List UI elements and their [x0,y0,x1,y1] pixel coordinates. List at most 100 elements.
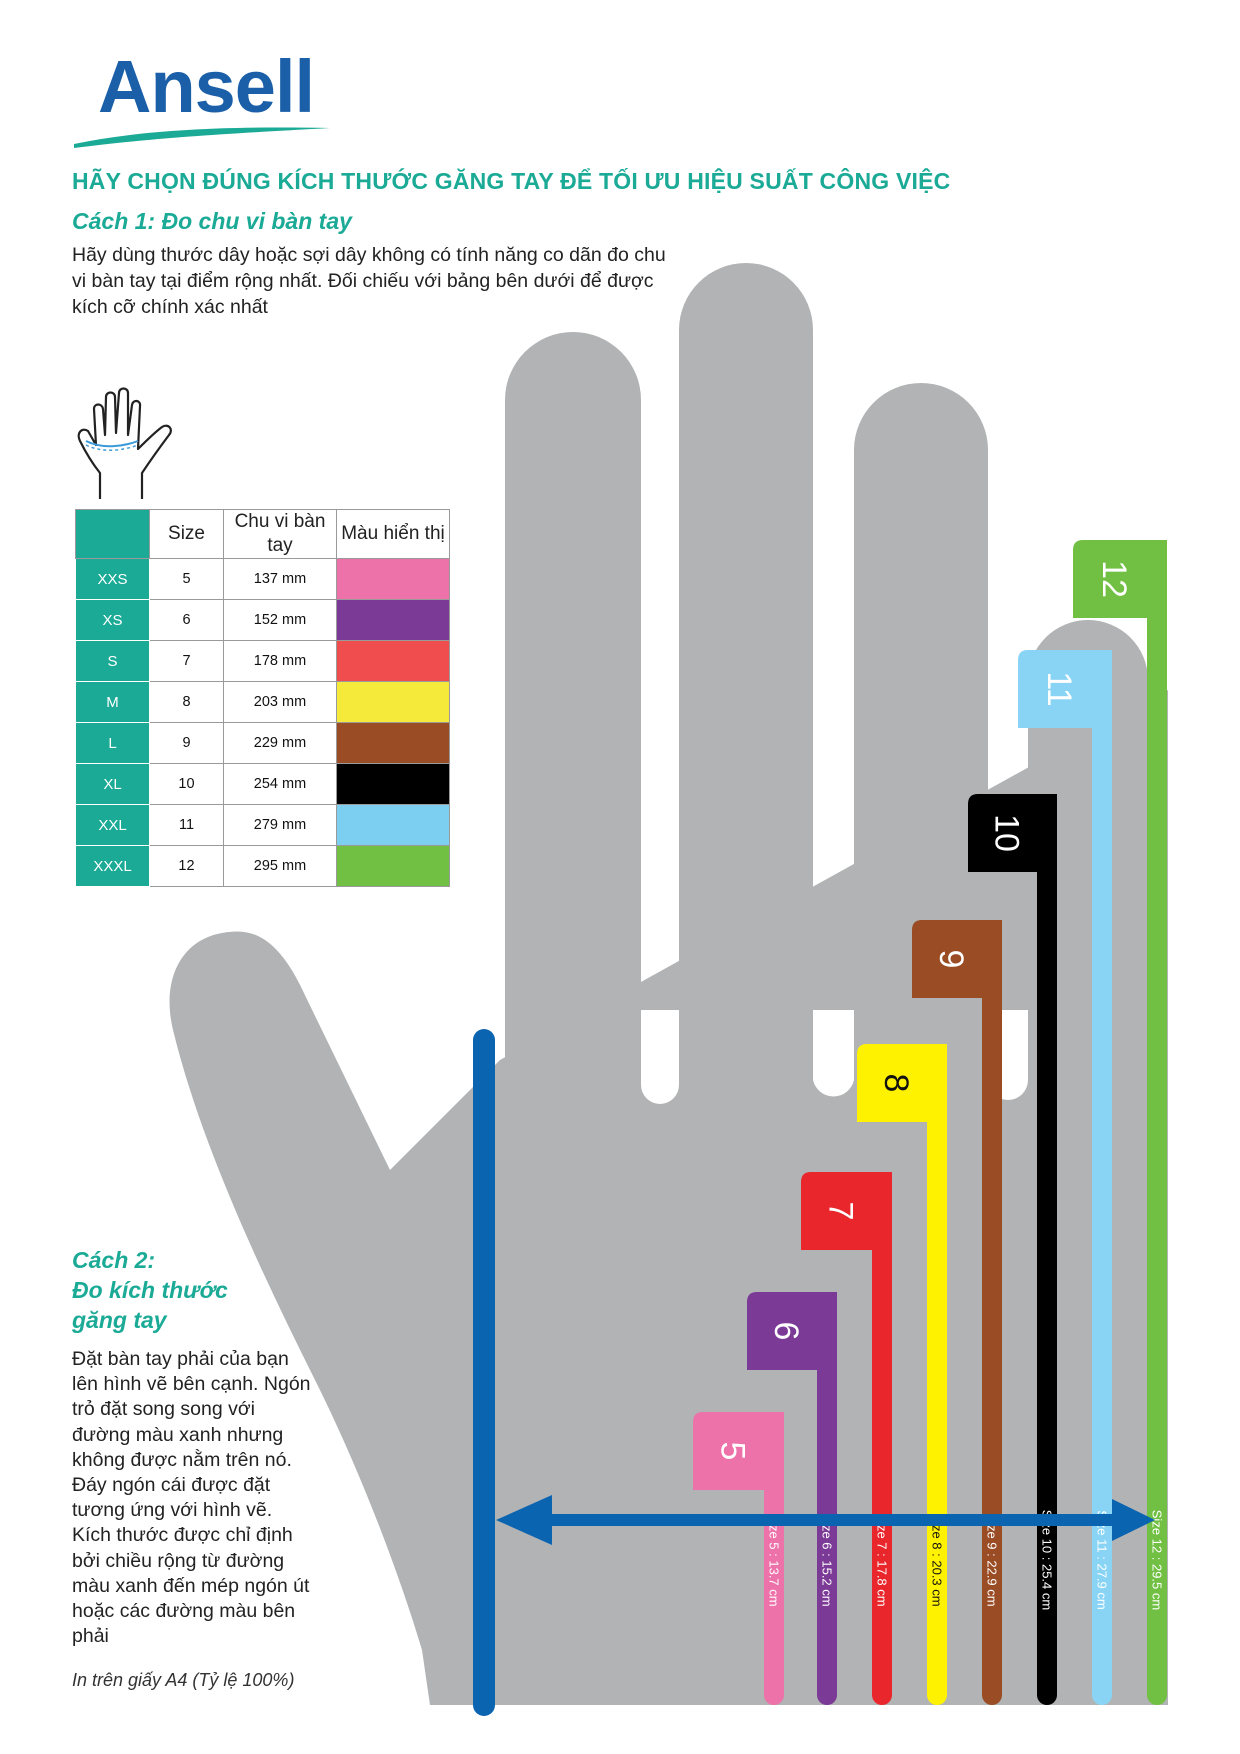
table-row: L 9 229 mm [75,722,450,764]
header-circumference: Chu vi bàn tay [223,509,337,559]
size-number-cell: 10 [149,763,224,805]
color-swatch-cell [336,599,450,641]
index-finger-shape [505,332,641,1100]
size-code-cell: M [75,681,150,723]
table-header-row: Size Chu vi bàn tay Màu hiển thị [75,509,450,559]
method2-text: Đặt bàn tay phải của bạn lên hình vẽ bên… [72,1348,311,1648]
table-row: XL 10 254 mm [75,763,450,805]
size-code-cell: XXS [75,558,150,600]
circumference-cell: 178 mm [223,640,337,682]
size-bar-label: Size 5 : 13.7 cm [767,1513,782,1606]
method2-title: Cách 2: Đo kích thước găng tay [72,1245,228,1335]
size-bar-line [927,1080,947,1705]
size-code-cell: XL [75,763,150,805]
color-swatch-cell [336,681,450,723]
size-bar-8: 8 Size 8 : 20.3 cm [857,1044,947,1705]
size-flag [693,1412,784,1490]
size-bar-label: Size 7 : 17.8 cm [875,1513,890,1606]
thumb-shape [172,931,440,1380]
size-number-cell: 11 [149,804,224,846]
size-flag-number: 9 [932,950,970,969]
size-bar-10: 10 Size 10 : 25.4 cm [968,794,1057,1705]
color-swatch-cell [336,804,450,846]
size-number-cell: 6 [149,599,224,641]
header-size: Size [149,509,224,559]
size-flag-number: 11 [1040,671,1078,706]
print-note: In trên giấy A4 (Tỷ lệ 100%) [72,1670,295,1690]
table-row: XXS 5 137 mm [75,558,450,600]
middle-finger-shape [679,263,813,1080]
size-flag [857,1044,947,1122]
circumference-cell: 229 mm [223,722,337,764]
size-bar-12: 12 Size 12 : 29.5 cm [1073,540,1167,1705]
size-bar-label: Size 6 : 15.2 cm [820,1513,835,1606]
size-number-cell: 5 [149,558,224,600]
color-swatch-cell [336,845,450,887]
size-bar-7: 7 Size 7 : 17.8 cm [801,1172,892,1705]
size-flag [747,1292,837,1370]
size-number-cell: 12 [149,845,224,887]
width-arrow [496,1495,1155,1545]
method1-text: Hãy dùng thước dây hoặc sợi dây không có… [72,244,666,318]
color-swatch-cell [336,722,450,764]
method2-title-line: găng tay [72,1307,167,1333]
size-code-cell: L [75,722,150,764]
color-swatch-cell [336,640,450,682]
size-flag [912,920,1002,998]
table-row: XXL 11 279 mm [75,804,450,846]
size-bar-line [764,1445,784,1705]
size-flag-number: 7 [822,1202,860,1221]
size-bar-label: Size 12 : 29.5 cm [1150,1510,1165,1610]
size-code-cell: XS [75,599,150,641]
size-bar-label: Size 9 : 22.9 cm [985,1513,1000,1606]
size-bar-line [1147,595,1167,1705]
size-code-cell: S [75,640,150,682]
table-row: XS 6 152 mm [75,599,450,641]
hand-silhouette [169,263,1168,1705]
size-code-cell: XXL [75,804,150,846]
ansell-logo: Ansell [74,45,330,148]
size-flag-number: 12 [1095,560,1133,598]
method2-title-line: Đo kích thước [72,1277,228,1303]
size-code-cell: XXXL [75,845,150,887]
method1-title: Cách 1: Đo chu vi bàn tay [72,208,352,234]
size-bar-label: Size 10 : 25.4 cm [1040,1510,1055,1610]
size-flag [1073,540,1167,618]
table-corner [75,509,150,559]
circumference-cell: 152 mm [223,599,337,641]
size-number-cell: 8 [149,681,224,723]
size-bar-line [1092,705,1112,1705]
logo-swoosh [74,127,330,148]
method2-title-line: Cách 2: [72,1247,156,1273]
size-flag [801,1172,892,1250]
size-bar-line [872,1205,892,1705]
size-table: Size Chu vi bàn tay Màu hiển thị XXS 5 137… [75,509,450,887]
size-bar-5: 5 Size 5 : 13.7 cm [693,1412,784,1705]
circumference-cell: 279 mm [223,804,337,846]
size-flag [1018,650,1112,728]
size-flag-number: 6 [767,1322,805,1341]
logo-wordmark: Ansell [98,45,315,128]
circumference-cell: 203 mm [223,681,337,723]
size-number-cell: 7 [149,640,224,682]
size-bar-11: 11 Size 11 : 27.9 cm [1018,650,1112,1705]
table-row: XXXL 12 295 mm [75,845,450,887]
circumference-cell: 137 mm [223,558,337,600]
headline: HÃY CHỌN ĐÚNG KÍCH THƯỚC GĂNG TAY ĐỂ TỐI… [72,168,951,194]
size-bar-line [1037,830,1057,1705]
size-bar-label: Size 8 : 20.3 cm [930,1513,945,1606]
ring-finger-shape [854,383,988,1090]
color-swatch-cell [336,558,450,600]
size-flag-number: 10 [988,814,1026,852]
table-row: M 8 203 mm [75,681,450,723]
pinky-finger-shape [1028,620,1148,1120]
color-swatch-cell [336,763,450,805]
circumference-cell: 295 mm [223,845,337,887]
table-body: XXS 5 137 mm XS 6 152 mm S 7 178 mm M 8 203 mm L 9 229… [75,558,450,887]
size-number-cell: 9 [149,722,224,764]
table-row: S 7 178 mm [75,640,450,682]
header-color: Màu hiển thị [336,509,450,559]
size-bar-label: Size 11 : 27.9 cm [1095,1510,1110,1609]
hand-measure-icon [77,387,172,499]
